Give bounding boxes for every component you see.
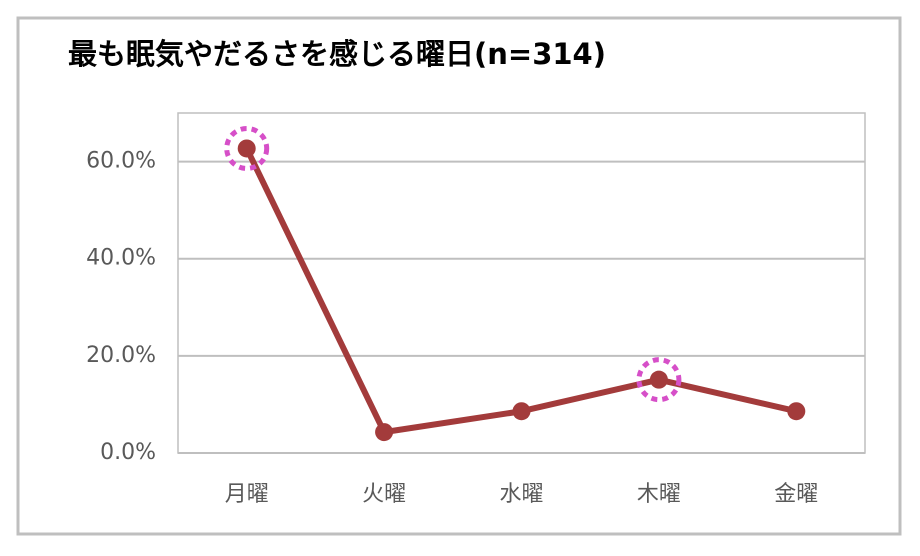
- point: [787, 402, 806, 421]
- y-tick-label: 40.0%: [86, 246, 156, 271]
- highlight: [636, 357, 682, 403]
- chart-border: [16, 16, 902, 536]
- highlight: [224, 125, 270, 171]
- x-tick-label: 月曜: [225, 482, 269, 507]
- x-tick-label: 水曜: [499, 482, 543, 507]
- x-tick-label: 木曜: [637, 482, 681, 507]
- y-tick-label: 0.0%: [100, 440, 156, 465]
- y-tick-label: 20.0%: [86, 343, 156, 368]
- point: [375, 423, 394, 442]
- x-tick-label: 火曜: [362, 482, 406, 507]
- point: [237, 139, 256, 158]
- point: [649, 370, 668, 389]
- y-tick-label: 60.0%: [86, 149, 156, 174]
- chart-title: 最も眠気やだるさを感じる曜日(n=314): [68, 37, 606, 71]
- x-tick-label: 金曜: [774, 482, 818, 507]
- point: [512, 402, 531, 421]
